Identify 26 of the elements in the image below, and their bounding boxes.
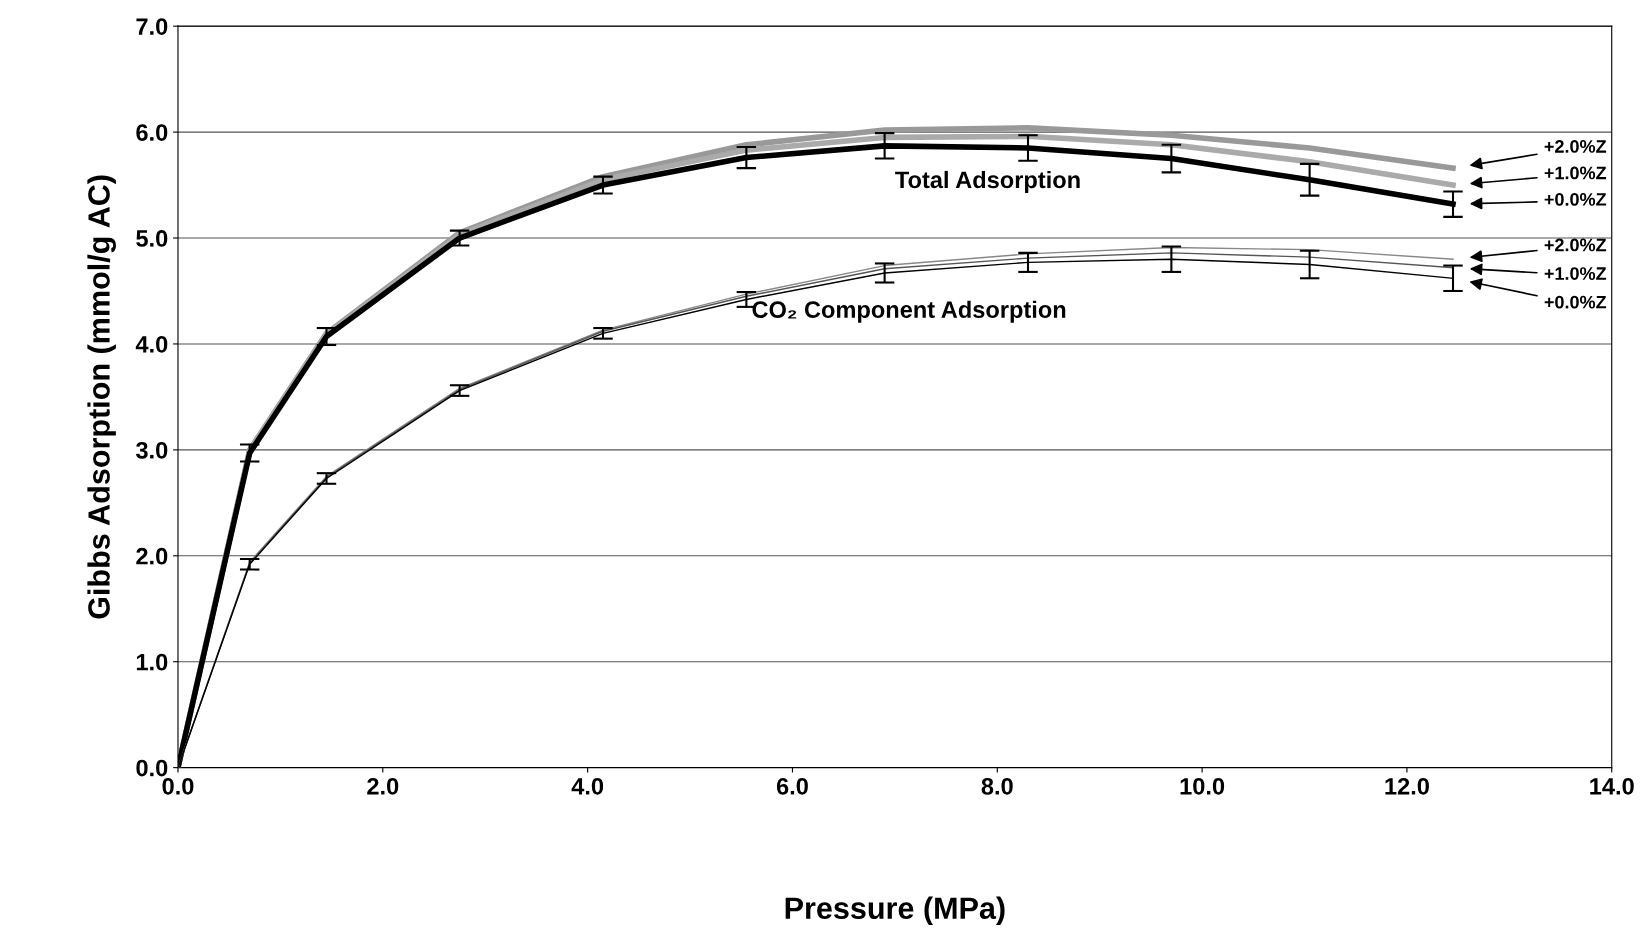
- annotation: Total Adsorption: [895, 170, 1080, 193]
- x-tick-label: 0.0: [162, 777, 194, 795]
- annotation: +0.0%Z: [1544, 193, 1607, 206]
- y-tick-label: 0.0: [136, 759, 168, 777]
- x-tick-label: 2.0: [367, 777, 399, 795]
- annotation: CO₂ Component Adsorption: [752, 300, 1066, 323]
- y-tick-label: 4.0: [135, 336, 168, 353]
- annotation: +2.0%Z: [1544, 140, 1607, 153]
- annotation: +1.0%Z: [1544, 267, 1607, 280]
- x-tick-label: 14.0: [1590, 777, 1634, 795]
- y-tick-label: 3.0: [135, 441, 168, 459]
- annotation: +2.0%Z: [1544, 238, 1607, 252]
- annotation: +1.0%Z: [1544, 166, 1607, 180]
- x-axis-title: Pressure (MPa): [785, 896, 1005, 926]
- annotation: +0.0%Z: [1544, 295, 1607, 309]
- y-tick-label: 7.0: [136, 18, 168, 35]
- x-tick-label: 6.0: [776, 777, 808, 795]
- x-tick-label: 4.0: [571, 777, 604, 795]
- y-tick-label: 2.0: [136, 547, 168, 565]
- x-tick-label: 8.0: [981, 777, 1013, 795]
- x-tick-label: 12.0: [1385, 777, 1429, 795]
- x-tick-label: 10.0: [1180, 777, 1225, 795]
- y-tick-label: 6.0: [136, 124, 168, 141]
- y-tick-label: 1.0: [136, 653, 168, 671]
- y-tick-label: 5.0: [136, 230, 168, 247]
- y-axis-title: Gibbs Adsorption (mmol/g AC): [87, 175, 116, 619]
